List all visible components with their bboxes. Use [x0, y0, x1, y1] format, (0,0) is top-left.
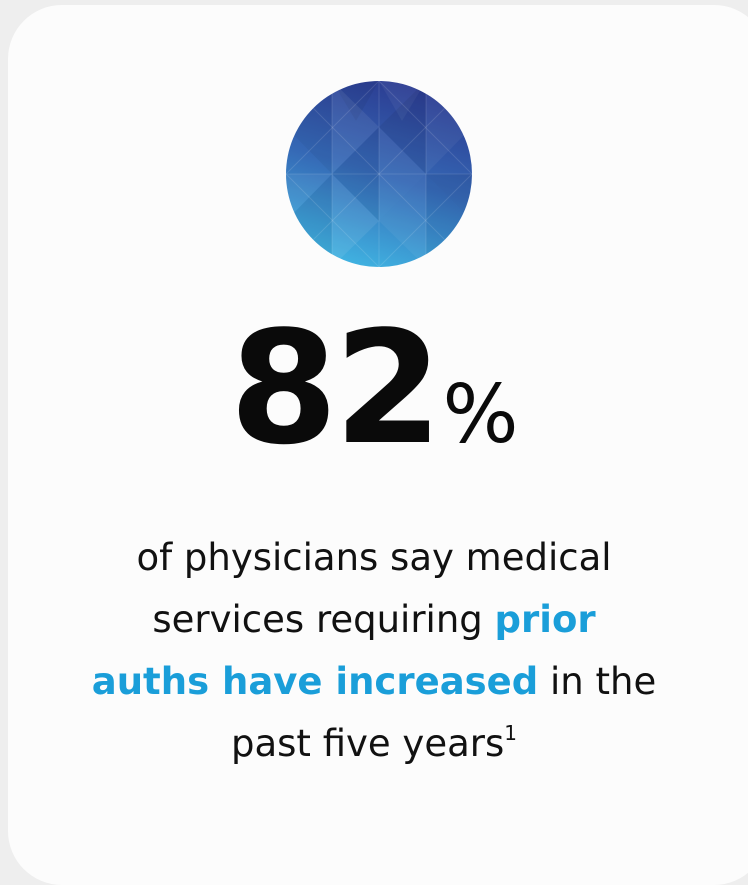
highlight-text-prior: prior [494, 598, 596, 641]
description-line-3: in the [538, 660, 657, 703]
faceted-circle-icon [286, 81, 472, 267]
statistic: 82% [0, 310, 748, 466]
description-line-2: services requiring [152, 598, 495, 641]
stat-unit: % [442, 368, 519, 461]
description-line-4: past five years [231, 722, 505, 765]
stat-value: 82 [229, 297, 442, 479]
description-line-1: of physicians say medical [136, 536, 612, 579]
highlight-text-auths: auths have increased [91, 660, 539, 703]
footnote-marker: 1 [504, 721, 517, 745]
stat-description: of physicians say medical services requi… [40, 527, 708, 775]
